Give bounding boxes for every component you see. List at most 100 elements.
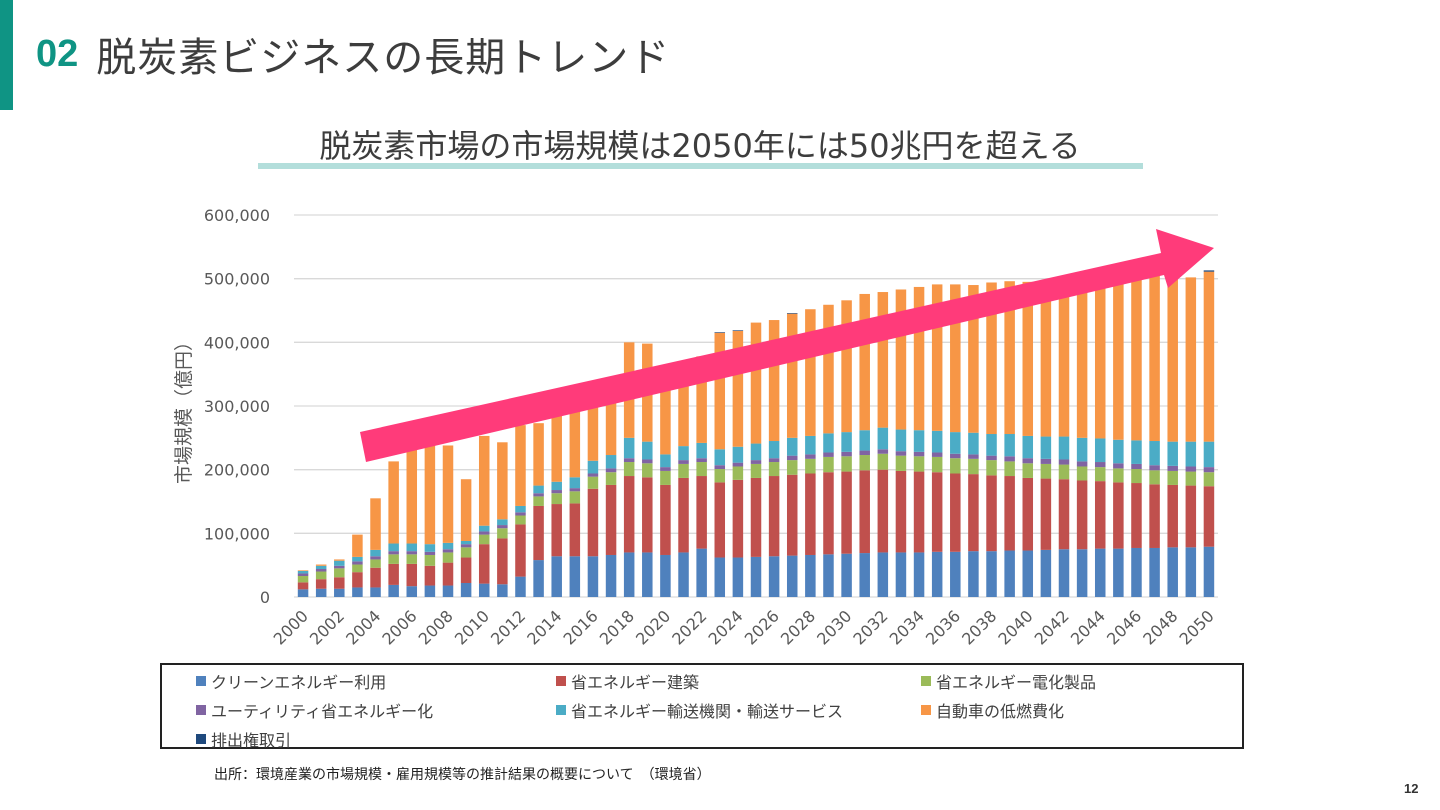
x-tick-label: 2004 [342,606,384,648]
x-tick-label: 2046 [1103,606,1145,648]
page-title: 脱炭素ビジネスの長期トレンド [96,35,671,81]
bar-segment [678,463,689,478]
bar-segment [1185,485,1197,548]
bar-segment [551,413,562,482]
bar-segment [714,332,726,333]
bar-segment [297,573,309,576]
bar-segment [515,576,526,597]
legend-swatch-icon [196,734,206,744]
bar-segment [623,552,635,597]
bar-segment [442,552,454,563]
bar-segment [895,451,907,456]
x-tick-label: 2006 [378,606,420,648]
bar-stack-2013 [533,423,544,597]
bar-segment [1004,281,1015,435]
bar-segment [1022,550,1034,597]
bar-stack-2020 [660,381,671,597]
bar-segment [877,427,889,450]
bar-stack-2017 [605,380,617,597]
bar-segment [913,430,925,452]
bar-segment [587,556,599,597]
bar-segment [1149,441,1160,466]
bar-segment [1167,484,1178,548]
bar-segment [895,289,907,430]
bar-segment [442,542,454,550]
bar-segment [515,524,526,577]
bar-segment [297,570,309,571]
bar-segment [406,554,418,564]
bar-segment [1113,468,1124,483]
bar-stack-2049 [1185,277,1197,597]
bar-segment [696,442,707,459]
bar-segment [370,549,381,557]
bar-segment [478,435,490,526]
bar-segment [315,571,327,580]
bar-segment [605,380,617,456]
bar-segment [714,482,726,558]
bar-segment [1113,482,1124,549]
bar-segment [986,460,997,476]
bar-stack-2050 [1203,270,1215,597]
bar-segment [515,515,526,525]
legend-label: 省エネルギー輸送機関・輸送サービス [571,702,844,721]
bars [297,270,1215,597]
bar-segment [533,505,544,561]
bar-segment [1058,436,1070,460]
bar-segment [786,455,798,461]
bar-segment [1004,461,1015,477]
bar-segment [931,284,943,431]
bar-segment [1131,271,1142,441]
bar-segment [660,554,671,597]
bar-segment [950,551,961,597]
bar-segment [714,469,726,483]
bar-segment [859,553,870,597]
bar-segment [732,330,744,447]
bar-segment [460,557,472,583]
bar-segment [950,432,961,454]
bar-segment [1094,438,1106,463]
bar-segment [841,553,852,597]
bar-segment [533,493,544,497]
bar-segment [315,568,327,572]
bar-segment [950,453,961,459]
bar-segment [732,462,744,467]
source-note: 出所：環境産業の市場規模・雇用規模等の推計結果の概要について （環境省） [214,767,711,783]
bar-segment [388,563,399,585]
bar-segment [388,551,399,555]
bar-segment [315,565,327,569]
bar-stack-2025 [750,322,762,597]
bar-stack-2021 [678,364,689,597]
bar-stack-2032 [877,292,889,597]
bar-stack-2037 [968,285,979,597]
bar-stack-2036 [950,284,961,597]
bar-segment [478,544,490,584]
x-tick-label: 2016 [560,606,602,648]
bar-segment [950,284,961,433]
bar-segment [1203,472,1215,487]
bar-segment [859,430,870,451]
bar-segment [569,488,581,492]
bar-segment [533,496,544,506]
bar-segment [1094,274,1106,439]
bar-segment [497,528,508,539]
bar-stack-2002 [334,559,345,597]
bar-segment [569,491,581,504]
bar-segment [352,572,363,588]
bar-segment [841,471,852,554]
bar-segment [587,476,599,489]
bar-segment [823,452,834,457]
bar-segment [968,454,979,459]
legend-swatch-icon [556,705,566,715]
bar-segment [750,322,762,444]
bar-stack-2022 [696,356,707,597]
x-axis-ticks: 2000200220042006200820102012201420162018… [270,606,1218,648]
bar-segment [642,477,653,553]
bar-stack-2038 [986,282,997,597]
bar-segment [841,432,852,452]
bar-stack-2041 [1040,280,1052,597]
bar-segment [1058,549,1070,597]
bar-segment [805,435,816,455]
bar-segment [533,485,544,494]
bar-stack-2035 [931,284,943,597]
x-tick-label: 2008 [415,606,457,648]
